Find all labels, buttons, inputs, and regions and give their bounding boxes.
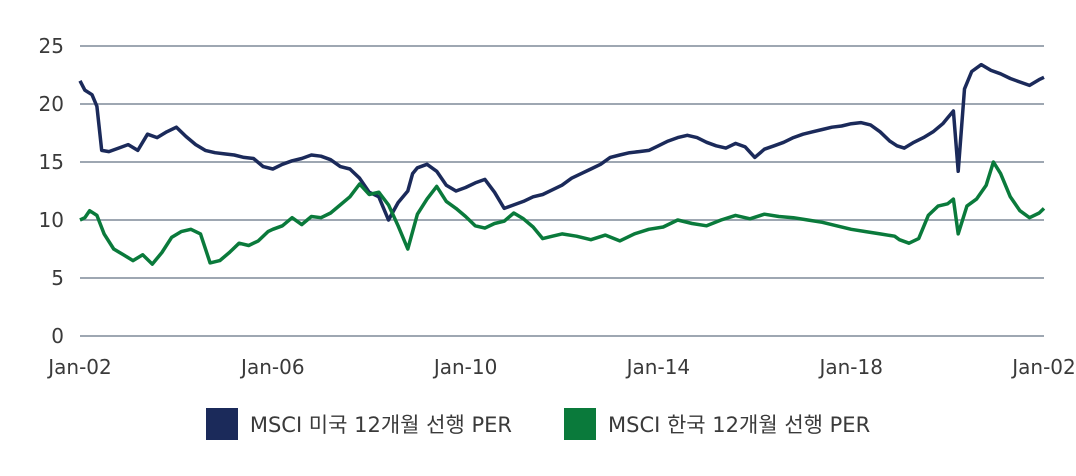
series-lines <box>78 62 1046 266</box>
y-tick-label: 10 <box>39 208 64 232</box>
y-tick-label: 25 <box>39 34 64 58</box>
y-tick-label: 0 <box>51 324 64 348</box>
x-tick-label: Jan-06 <box>239 355 305 379</box>
x-axis-tick-labels: Jan-02 Jan-06 Jan-10 Jan-14 Jan-18 Jan-02 <box>46 355 1076 379</box>
y-tick-label: 20 <box>39 92 64 116</box>
legend: MSCI 미국 12개월 선행 PER MSCI 한국 12개월 선행 PER <box>0 408 1076 440</box>
x-tick-label: Jan-02 <box>46 355 112 379</box>
legend-label-korea: MSCI 한국 12개월 선행 PER <box>608 413 871 437</box>
line-chart: 0 5 10 15 20 25 Jan-02 Jan-06 Jan-10 Jan-14 Jan-1… <box>39 34 1076 379</box>
gridlines <box>80 45 1044 337</box>
series-line-us <box>78 62 1045 222</box>
legend-label-us: MSCI 미국 12개월 선행 PER <box>249 413 512 437</box>
y-tick-label: 15 <box>39 150 64 174</box>
x-tick-label: Jan-10 <box>432 355 498 379</box>
x-tick-label: Jan-14 <box>625 355 691 379</box>
y-axis-tick-labels: 0 5 10 15 20 25 <box>39 34 64 348</box>
x-tick-label: Jan-02 <box>1010 355 1076 379</box>
legend-swatch-us <box>205 408 238 440</box>
series-line-korea <box>79 160 1046 266</box>
legend-swatch-korea <box>564 408 596 440</box>
y-tick-label: 5 <box>51 266 64 290</box>
x-tick-label: Jan-18 <box>817 355 883 379</box>
legend-item-us: MSCI 미국 12개월 선행 PER <box>205 408 512 440</box>
legend-item-korea: MSCI 한국 12개월 선행 PER <box>564 408 870 440</box>
